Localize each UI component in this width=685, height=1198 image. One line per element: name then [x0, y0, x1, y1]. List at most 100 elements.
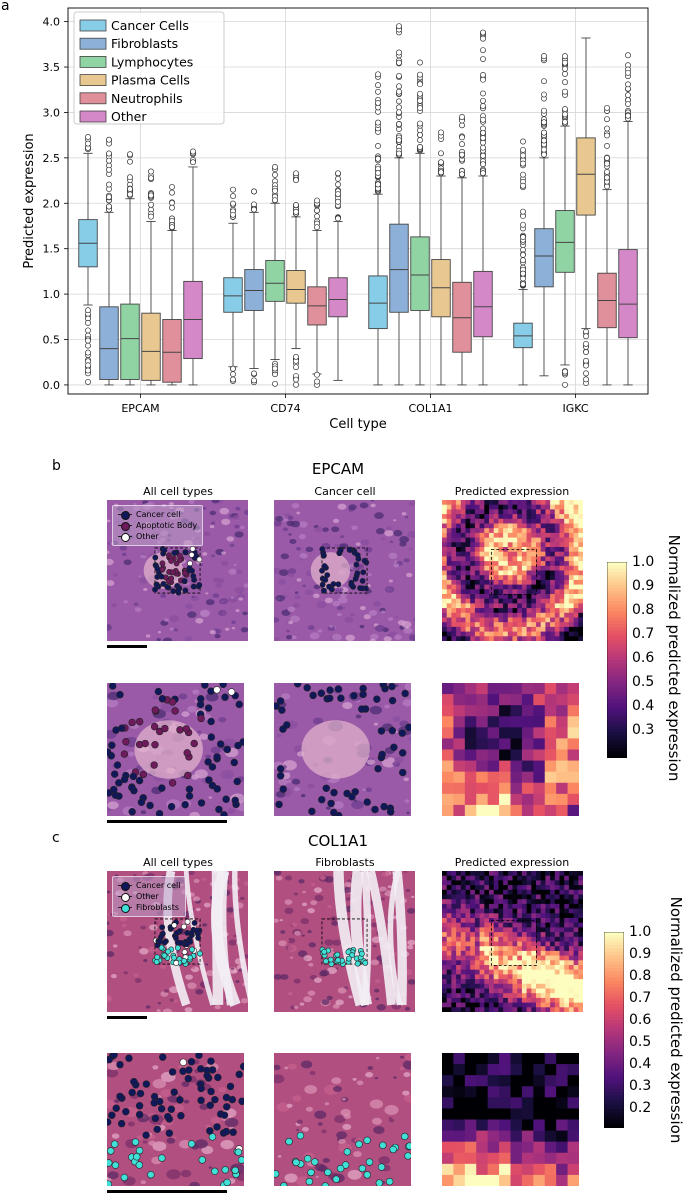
heatmap-cell [503, 547, 509, 553]
tissue-texture [203, 531, 211, 537]
colorbar-segment [607, 660, 627, 664]
heatmap-cell [573, 960, 579, 966]
heatmap-cell [573, 612, 579, 618]
heatmap-cell [498, 979, 504, 985]
heatmap-cell [545, 500, 551, 506]
outlier-point [583, 349, 589, 355]
tissue-texture [222, 738, 237, 748]
heatmap-cell [442, 584, 448, 590]
heatmap-cell [517, 603, 523, 609]
heatmap-cell [465, 903, 471, 909]
heatmap-cell [470, 504, 476, 510]
tissue-texture [107, 550, 110, 554]
tissue-texture [274, 974, 282, 980]
cell-marker [358, 705, 366, 713]
heatmap-cell [578, 532, 583, 538]
heatmap-cell [510, 1097, 523, 1109]
colorbar-segment [604, 1065, 624, 1070]
tissue-texture [289, 615, 300, 623]
heatmap-cell [479, 622, 485, 628]
heatmap-cell [531, 532, 537, 538]
heatmap-cell [510, 1163, 523, 1176]
cell-marker [399, 768, 407, 777]
heatmap-cell [567, 694, 579, 706]
heatmap-cell [556, 1097, 568, 1109]
cell-marker [222, 795, 230, 803]
heatmap-cell [568, 889, 574, 895]
tissue-texture [355, 714, 362, 719]
heatmap-cell [476, 1108, 489, 1120]
heatmap-cell [456, 889, 462, 895]
heatmap-cell [446, 899, 452, 905]
heatmap-cell [512, 1007, 518, 1012]
heatmap-cell [573, 532, 579, 538]
heatmap-cell [526, 504, 532, 510]
heatmap-cell [521, 913, 527, 919]
heatmap-cell [493, 556, 499, 562]
heatmap-cell [559, 612, 565, 618]
tissue-texture [327, 904, 332, 909]
heatmap-cell [484, 636, 490, 641]
heatmap-cell [564, 946, 570, 952]
heatmap-cell [540, 542, 546, 548]
heatmap-cell [512, 969, 518, 975]
cell-marker [204, 758, 212, 766]
outlier-point [520, 138, 526, 145]
heatmap-cell [568, 918, 574, 924]
cell-marker [319, 567, 325, 574]
heatmap-cell [536, 504, 542, 510]
heatmap-cell [489, 500, 495, 506]
heatmap-cell [460, 979, 466, 985]
tissue-texture [205, 692, 219, 702]
cell-marker [159, 566, 166, 573]
tissue-texture [374, 624, 385, 632]
heatmap-cell [573, 997, 579, 1003]
heatmap-cell [507, 941, 513, 947]
colorbar-segment [607, 640, 627, 645]
cell-marker [160, 580, 167, 587]
tissue-texture [221, 611, 226, 615]
heatmap-cell [442, 941, 448, 947]
heatmap-cell [451, 894, 457, 900]
tissue-texture [293, 1005, 299, 1009]
heatmap-cell [499, 1064, 511, 1076]
outlier-point [604, 183, 610, 190]
heatmap-cell [536, 594, 542, 600]
heatmap-cell [545, 584, 551, 590]
tissue-texture [356, 1080, 364, 1086]
tissue-texture [401, 621, 412, 628]
tissue-texture [332, 1004, 340, 1009]
heatmap-cell [545, 565, 551, 571]
tissue-texture [402, 699, 411, 707]
tissue-texture [205, 963, 209, 966]
tissue-texture [143, 588, 148, 591]
cell-marker [177, 1112, 185, 1120]
heatmap-cell [498, 1007, 504, 1012]
heatmap-cell [470, 1002, 476, 1008]
heatmap-cell [442, 960, 448, 966]
heatmap-cell [479, 575, 485, 581]
cell-marker [363, 1171, 371, 1179]
tissue-texture [302, 584, 307, 588]
heatmap-cell [487, 771, 500, 784]
heatmap-cell [507, 871, 513, 877]
heatmap-cell [512, 626, 518, 632]
cell-marker [324, 1168, 332, 1177]
heatmap-cell [442, 1108, 454, 1120]
cell-marker [326, 694, 334, 702]
heatmap-cell [556, 1130, 568, 1143]
heatmap-cell [456, 960, 462, 966]
heatmap-cell [484, 631, 490, 637]
legend-swatch [79, 56, 107, 68]
heatmap-cell [503, 532, 509, 538]
heatmap-cell [442, 749, 454, 761]
box-plasma-cells [576, 37, 596, 387]
heatmap-cell [517, 960, 523, 966]
colorbar-segment [604, 1062, 624, 1067]
heatmap-cell [470, 500, 476, 506]
cell-marker [239, 1062, 244, 1071]
outlier-point [562, 70, 568, 77]
heatmap-cell [573, 965, 579, 971]
heatmap-cell [536, 1007, 542, 1012]
heatmap-cell [512, 922, 518, 928]
